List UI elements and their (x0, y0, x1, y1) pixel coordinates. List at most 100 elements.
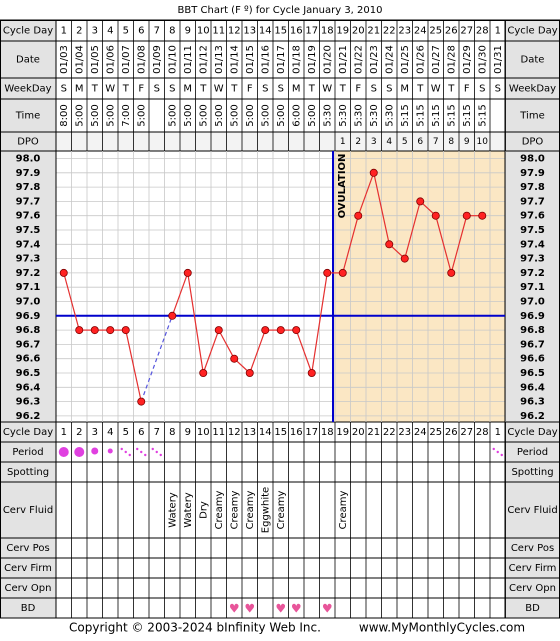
period-spotting-dot (124, 450, 127, 454)
y-tick-label-right: 97.5 (520, 225, 545, 236)
dpo-label: 1 (340, 137, 346, 147)
luteal-phase-shading (333, 151, 505, 422)
y-tick-label-right: 96.4 (520, 382, 545, 393)
weekday-label: S (495, 84, 501, 95)
footer-copyright: Copyright © 2003-2024 bInfinity Web Inc. (69, 621, 321, 635)
row-label-right-cerv-firm: Cerv Firm (509, 563, 557, 574)
cycle-day-label: 10 (197, 26, 210, 37)
temp-point (230, 354, 239, 363)
weekday-label: T (447, 84, 455, 95)
y-tick-label-right: 97.1 (520, 282, 545, 293)
time-label: 5:00 (105, 104, 116, 126)
dpo-label: 3 (371, 137, 377, 147)
y-tick-label-right: 98.0 (520, 154, 545, 165)
row-label-right-cerv-fluid: Cerv Fluid (507, 505, 557, 516)
cycle-day-label-bottom: 3 (92, 427, 98, 438)
y-tick-label-right: 97.4 (520, 239, 545, 250)
row-label-right-date: Date (521, 55, 545, 66)
y-tick-label: 97.6 (16, 211, 41, 222)
weekday-label: S (154, 84, 160, 95)
row-label-cerv-opn: Cerv Opn (5, 583, 52, 594)
row-label-right-bd: BD (525, 603, 540, 614)
temp-point (183, 268, 192, 277)
date-label: 01/21 (338, 45, 349, 74)
y-tick-label: 96.5 (16, 368, 41, 379)
left-label-panel (0, 20, 56, 618)
temp-line-segment (357, 172, 375, 216)
time-label: 5:00 (183, 104, 194, 126)
row-label-dpo: DPO (17, 137, 39, 148)
weekday-label: T (308, 84, 316, 95)
cycle-day-label-bottom: 25 (429, 427, 442, 438)
cerv-fluid-label: Creamy (214, 491, 225, 530)
bd-heart-icon: ♥ (244, 602, 255, 616)
row-label-cerv-firm: Cerv Firm (4, 563, 52, 574)
temp-line-segment (295, 329, 313, 374)
row-label-right-dpo: DPO (522, 137, 544, 148)
cycle-day-label-bottom: 14 (259, 427, 272, 438)
weekday-label: S (169, 84, 175, 95)
temp-interpolated-segment (140, 315, 173, 402)
footer-site: www.MyMonthlyCycles.com (359, 621, 525, 635)
time-label: 5:00 (260, 104, 271, 126)
y-tick-label-right: 97.9 (520, 168, 545, 179)
cycle-day-label: 18 (321, 26, 334, 37)
date-label: 01/16 (260, 45, 271, 74)
time-label: 5:30 (338, 104, 349, 126)
cycle-day-label-bottom: 8 (169, 427, 175, 438)
cycle-day-label: 22 (383, 26, 396, 37)
cerv-fluid-label: Watery (183, 492, 194, 528)
time-label: 5:15 (415, 104, 426, 126)
cerv-fluid-label: Watery (167, 492, 178, 528)
time-label: 5:30 (384, 104, 395, 126)
temp-point (137, 397, 146, 406)
date-label: 01/04 (74, 45, 85, 74)
row-label-period: Period (12, 447, 43, 458)
time-label: 5:00 (167, 104, 178, 126)
weekday-label: S (371, 84, 377, 95)
temp-point (369, 168, 378, 177)
date-label: 01/10 (167, 45, 178, 74)
y-tick-label: 97.8 (16, 182, 41, 193)
temp-point (400, 254, 409, 263)
time-label: 8:00 (59, 104, 70, 126)
dpo-row-background (56, 132, 505, 151)
cycle-day-label-bottom: 1 (495, 427, 501, 438)
temp-line-segment (311, 272, 328, 374)
date-label: 01/20 (322, 45, 333, 74)
date-label: 01/15 (245, 45, 256, 74)
temp-point (276, 326, 285, 335)
row-label-bd: BD (21, 603, 36, 614)
date-label: 01/25 (400, 45, 411, 74)
cycle-day-label: 25 (429, 26, 442, 37)
y-tick-label-right: 96.6 (520, 354, 545, 365)
y-tick-label: 98.0 (16, 154, 41, 165)
weekday-label: S (386, 84, 392, 95)
period-spotting-dot (159, 453, 162, 457)
cycle-day-label-bottom: 1 (61, 427, 67, 438)
weekday-label: W (431, 84, 441, 95)
weekday-label: M (400, 84, 409, 95)
cycle-day-label-bottom: 28 (476, 427, 489, 438)
temp-point (59, 268, 68, 277)
temp-point (307, 368, 316, 377)
temp-point (90, 326, 99, 335)
dpo-label: 6 (417, 137, 423, 147)
time-label: 5:00 (90, 104, 101, 126)
dpo-label: 9 (464, 137, 470, 147)
weekday-label: M (75, 84, 84, 95)
temp-point (245, 368, 254, 377)
temp-point (323, 268, 332, 277)
period-heavy-dot (74, 447, 85, 457)
dpo-label: 10 (477, 137, 489, 147)
y-tick-label: 96.9 (16, 311, 41, 322)
time-label: 5:15 (462, 104, 473, 126)
temp-line-segment (218, 329, 235, 359)
date-label: 01/08 (136, 45, 147, 74)
row-label-right-cerv-opn: Cerv Opn (509, 583, 556, 594)
cycle-day-label: 1 (495, 26, 501, 37)
dpo-label: 7 (433, 137, 439, 147)
cerv-fluid-label: Dry (198, 501, 209, 519)
temp-line-segment (450, 215, 468, 274)
